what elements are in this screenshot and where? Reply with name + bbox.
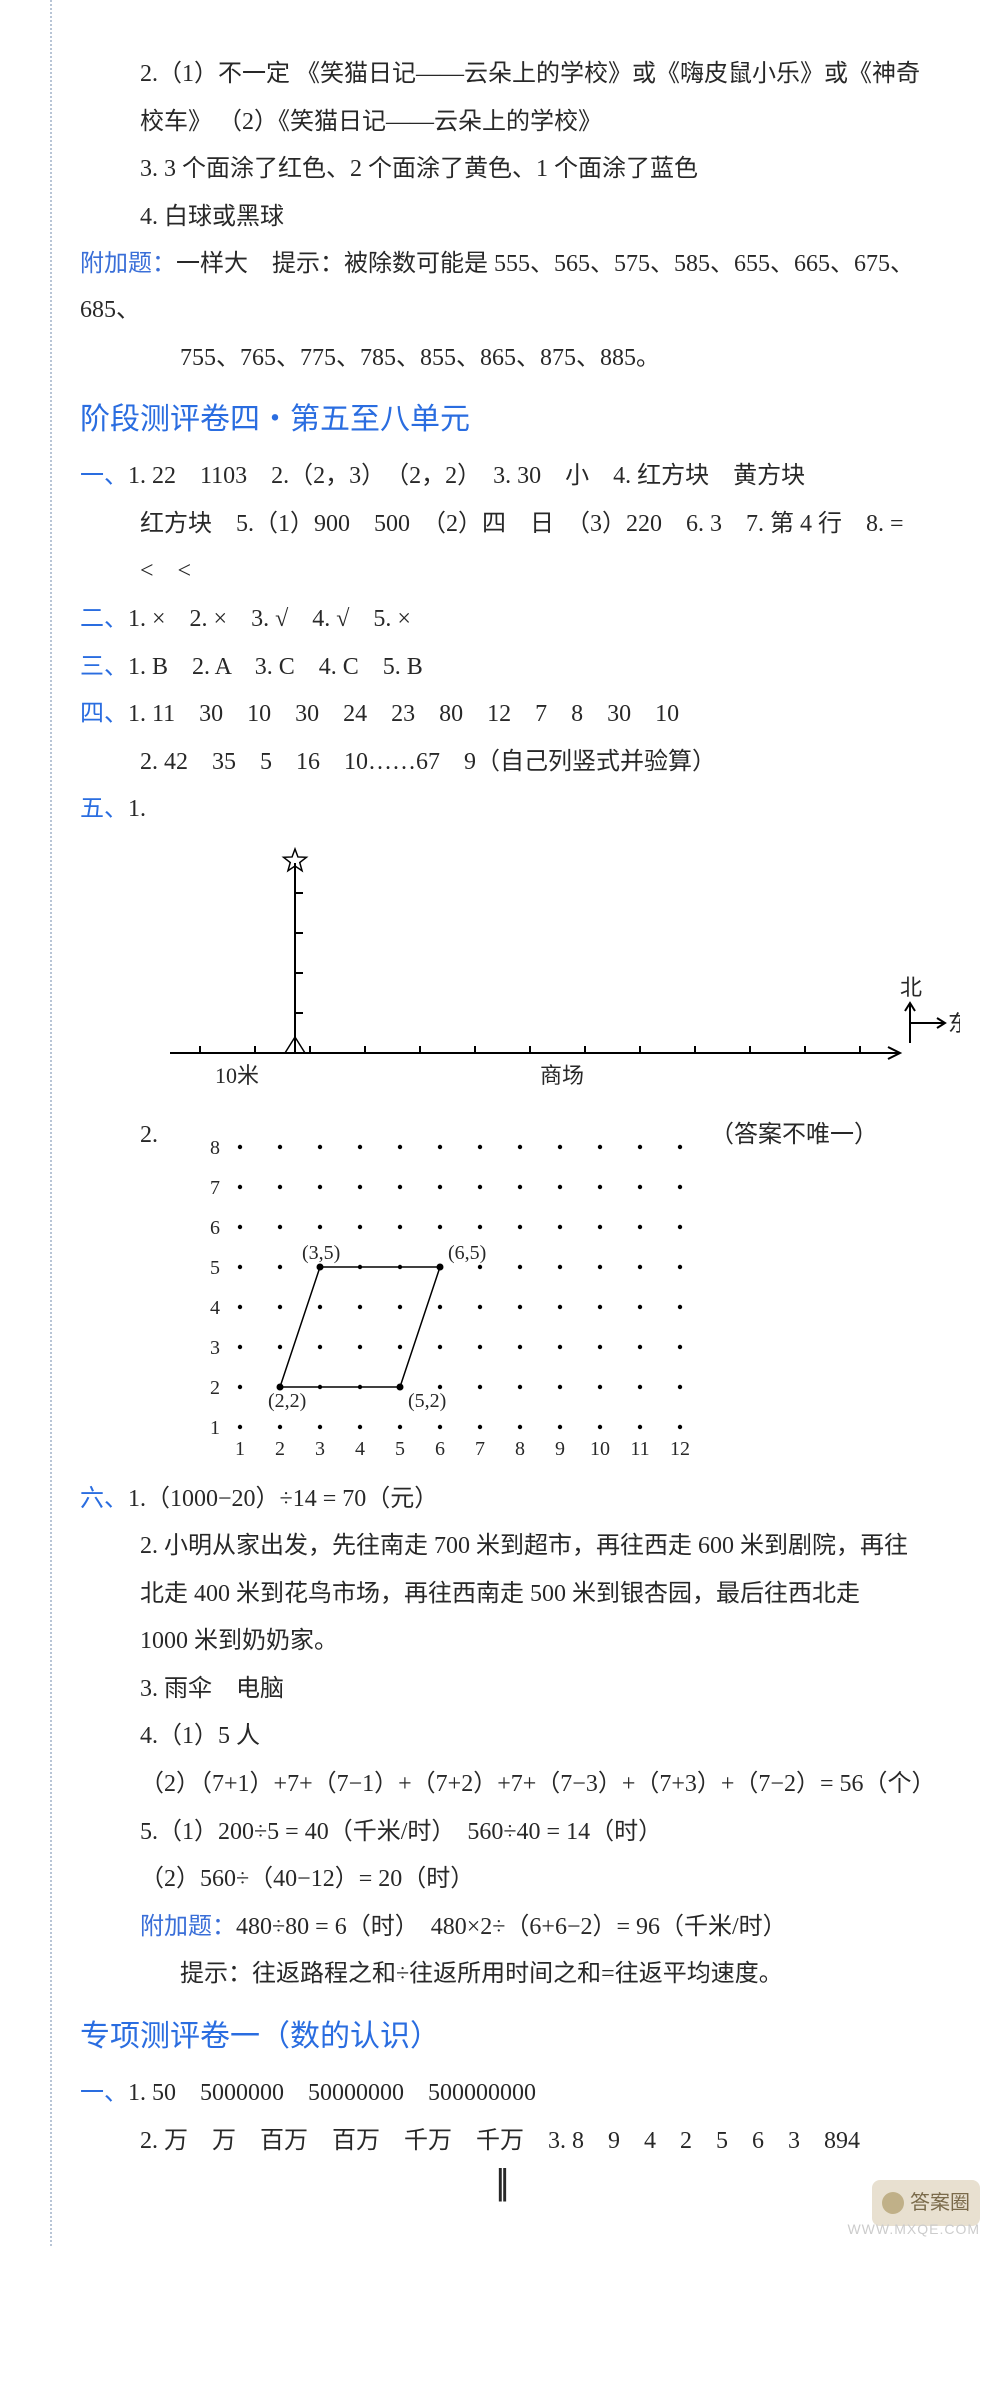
watermark-url: WWW.MXQE.COM	[847, 2216, 980, 2243]
s1-l1: 1. 22 1103 2.（2，3） （2，2） 3. 30 小 4. 红方块 …	[128, 463, 805, 489]
special1-heading: 专项测评卷一（数的认识）	[80, 2008, 950, 2065]
svg-text:1: 1	[235, 1438, 245, 1460]
s6-l9: （2）560÷（40−12）= 20（时）	[80, 1857, 950, 1903]
s6-l1: 1.（1000−20）÷14 = 70（元）	[128, 1486, 438, 1512]
s1-l3: < <	[80, 549, 950, 595]
svg-text:2: 2	[210, 1377, 220, 1399]
svg-text:1: 1	[210, 1417, 220, 1439]
svg-text:(2,2): (2,2)	[268, 1390, 306, 1412]
svg-text:(5,2): (5,2)	[408, 1390, 446, 1412]
top-fujia-label: 附加题：	[80, 251, 176, 277]
s3-label: 三、	[80, 654, 128, 680]
svg-text:东: 东	[948, 1011, 960, 1036]
svg-text:12: 12	[670, 1438, 690, 1460]
svg-text:5: 5	[395, 1438, 405, 1460]
top-line-4: 4. 白球或黑球	[80, 195, 950, 241]
svg-text:10米: 10米	[215, 1063, 259, 1088]
s2-label: 二、	[80, 606, 128, 632]
stage4-s3: 三、1. B 2. A 3. C 4. C 5. B	[80, 645, 950, 691]
stage4-fujia-l1: 480÷80 = 6（时） 480×2÷（6+6−2）= 96（千米/时）	[236, 1914, 787, 1940]
watermark-dot-icon	[882, 2192, 904, 2214]
top-line-2-2: 校车》 （2）《笑猫日记——云朵上的学校》	[80, 100, 950, 146]
svg-text:4: 4	[210, 1297, 220, 1319]
s6-l7: （2）（7+1）+7+（7−1）+（7+2）+7+（7−3）+（7+3）+（7−…	[80, 1762, 950, 1808]
s6-l3: 北走 400 米到花鸟市场，再往西南走 500 米到银杏园，最后往西北走	[80, 1572, 950, 1618]
top-line-3: 3. 3 个面涂了红色、2 个面涂了黄色、1 个面涂了蓝色	[80, 147, 950, 193]
top-line-2-1: 2.（1）不一定 《笑猫日记——云朵上的学校》或《嗨皮鼠小乐》或《神奇	[80, 52, 950, 98]
svg-text:6: 6	[210, 1217, 220, 1239]
svg-text:7: 7	[475, 1438, 485, 1460]
s4-label: 四、	[80, 701, 128, 727]
svg-text:商场: 商场	[540, 1063, 584, 1088]
stage4-s5-1: 五、1.	[80, 787, 950, 833]
s6-l2: 2. 小明从家出发，先往南走 700 米到超市，再往西走 600 米到剧院，再往	[80, 1524, 950, 1570]
svg-text:10: 10	[590, 1438, 610, 1460]
s6-l5: 3. 雨伞 电脑	[80, 1667, 950, 1713]
top-fujia-text: 一样大 提示：被除数可能是 555、565、575、585、655、665、67…	[80, 251, 914, 323]
svg-text:(3,5): (3,5)	[302, 1242, 340, 1264]
page-number: ||	[496, 2148, 505, 2216]
stage4-heading: 阶段测评卷四・第五至八单元	[80, 391, 950, 448]
sp1-s1-l1: 1. 50 5000000 50000000 500000000	[128, 2080, 536, 2106]
s1-l2: 红方块 5.（1）900 500 （2）四 日 （3）220 6. 3 7. 第…	[80, 502, 950, 548]
top-fujia-cont: 755、765、775、785、855、865、875、885。	[80, 336, 950, 382]
sp1-s1-l2: 2. 万 万 百万 百万 千万 千万 3. 8 9 4 2 5 6 3 894	[80, 2119, 950, 2165]
s4-l2: 2. 42 35 5 16 10……67 9（自己列竖式并验算）	[80, 740, 950, 786]
s5-2-label: 2.	[140, 1122, 158, 1148]
s5-label: 五、	[80, 796, 128, 822]
s6-l8: 5.（1）200÷5 = 40（千米/时） 560÷40 = 14（时）	[80, 1810, 950, 1856]
svg-text:2: 2	[275, 1438, 285, 1460]
s1-label: 一、	[80, 463, 128, 489]
svg-text:8: 8	[210, 1137, 220, 1159]
s6-l6: 4.（1）5 人	[80, 1714, 950, 1760]
s6-l4: 1000 米到奶奶家。	[80, 1619, 950, 1665]
svg-text:4: 4	[355, 1438, 365, 1460]
stage4-fujia: 附加题：480÷80 = 6（时） 480×2÷（6+6−2）= 96（千米/时…	[80, 1905, 950, 1951]
s3-text: 1. B 2. A 3. C 4. C 5. B	[128, 654, 423, 680]
stage4-fujia-label: 附加题：	[140, 1914, 236, 1940]
svg-text:北: 北	[900, 975, 922, 1000]
svg-text:9: 9	[555, 1438, 565, 1460]
s5-1-label: 1.	[128, 796, 146, 822]
stage4-fujia-l2: 提示：往返路程之和÷往返所用时间之和=往返平均速度。	[80, 1952, 950, 1998]
diagram-2: 12345678910111212345678(2,2)(5,2)(6,5)(3…	[180, 1127, 740, 1467]
stage4-s6-l1: 六、1.（1000−20）÷14 = 70（元）	[80, 1477, 950, 1523]
stage4-s4-l1: 四、1. 11 30 10 30 24 23 80 12 7 8 30 10	[80, 692, 950, 738]
s4-l1: 1. 11 30 10 30 24 23 80 12 7 8 30 10	[128, 701, 679, 727]
stage4-s2: 二、1. × 2. × 3. √ 4. √ 5. ×	[80, 597, 950, 643]
svg-text:3: 3	[210, 1337, 220, 1359]
svg-text:5: 5	[210, 1257, 220, 1279]
diagram-2-container: 12345678910111212345678(2,2)(5,2)(6,5)(3…	[180, 1127, 950, 1467]
stage4-s1-l1: 一、1. 22 1103 2.（2，3） （2，2） 3. 30 小 4. 红方…	[80, 454, 950, 500]
s2-text: 1. × 2. × 3. √ 4. √ 5. ×	[128, 606, 411, 632]
top-fujia: 附加题：一样大 提示：被除数可能是 555、565、575、585、655、66…	[80, 242, 950, 333]
left-dotted-border	[50, 0, 52, 2246]
special1-s1-l1: 一、1. 50 5000000 50000000 500000000	[80, 2071, 950, 2117]
svg-text:3: 3	[315, 1438, 325, 1460]
svg-text:(6,5): (6,5)	[448, 1242, 486, 1264]
svg-text:8: 8	[515, 1438, 525, 1460]
svg-text:6: 6	[435, 1438, 445, 1460]
s6-label: 六、	[80, 1486, 128, 1512]
diagram-1-container: 10米商场北东	[140, 843, 950, 1103]
svg-text:11: 11	[630, 1438, 649, 1460]
sp1-s1-label: 一、	[80, 2080, 128, 2106]
diagram-1: 10米 商场 北东	[140, 843, 960, 1103]
svg-text:7: 7	[210, 1177, 220, 1199]
